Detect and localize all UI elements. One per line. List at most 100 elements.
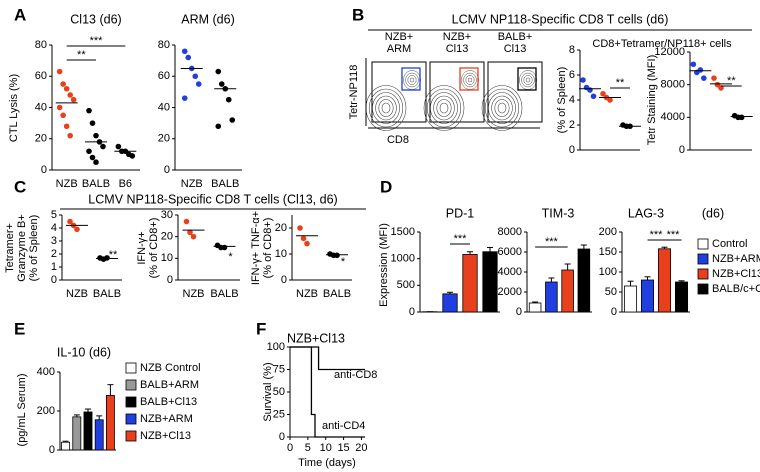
legend-label: NZB+Cl13	[140, 430, 191, 442]
contour	[378, 99, 394, 117]
x-tick-label: BALB	[210, 288, 238, 300]
y-tick-label: 3	[51, 235, 57, 247]
y-tick-label: 20	[161, 231, 173, 243]
data-point	[580, 77, 586, 83]
data-point	[181, 48, 188, 55]
data-point	[89, 120, 96, 126]
contour	[423, 85, 465, 131]
legend-swatch	[697, 238, 709, 250]
panel-letter: A	[14, 5, 26, 24]
y-tick-label: 10	[275, 248, 287, 260]
bar	[94, 419, 104, 451]
legend-swatch	[697, 283, 709, 295]
x-axis-label: Time (days)	[298, 457, 356, 469]
data-point	[607, 97, 613, 103]
legend-label: BALB+ARM	[140, 379, 199, 391]
bar	[105, 394, 115, 451]
significance: **	[109, 249, 118, 261]
contour	[491, 95, 513, 121]
y-tick-label: 200	[37, 405, 55, 417]
x-tick-label: NZB	[66, 288, 88, 300]
data-point	[183, 218, 190, 225]
contour	[381, 102, 391, 114]
gate	[517, 67, 537, 91]
y-tick-label: 50	[273, 386, 285, 398]
y-tick-label: 0	[164, 164, 170, 176]
significance: ***	[650, 229, 664, 241]
flow-label: Cl13	[446, 43, 469, 55]
bar	[72, 416, 82, 451]
y-tick-label: 200	[599, 226, 617, 238]
contour	[523, 75, 533, 85]
panel-letter: C	[14, 177, 26, 196]
chart-title: IL-10 (d6)	[57, 345, 111, 359]
contour	[375, 95, 397, 121]
significance: ***	[454, 233, 468, 245]
data-point	[104, 255, 110, 261]
data-point	[701, 75, 707, 81]
legend-label: Control	[712, 238, 747, 250]
y-axis-label: IFN-γ+	[136, 231, 148, 264]
x-tick-label: BALB	[93, 288, 121, 300]
data-point	[714, 81, 721, 88]
survival-line	[290, 346, 365, 371]
gate	[401, 67, 421, 91]
data-point	[67, 92, 73, 98]
data-point	[60, 112, 66, 119]
data-point	[590, 93, 597, 100]
data-point	[334, 252, 340, 259]
y-tick-label: 40	[35, 101, 47, 113]
survival-line	[290, 346, 365, 438]
data-point	[229, 117, 236, 123]
significance: ***	[90, 35, 104, 47]
significance: ***	[545, 236, 559, 248]
y-tick-label: 500	[397, 279, 415, 291]
contour	[433, 95, 455, 121]
significance: *	[228, 251, 233, 263]
data-point	[738, 114, 745, 121]
contour	[426, 88, 462, 128]
significance: **	[77, 49, 86, 61]
bar	[462, 253, 478, 313]
y-axis-label: IFN-γ+ TNF-α+	[250, 211, 262, 285]
contour	[525, 77, 531, 83]
y-tick-label: 1500	[391, 226, 415, 238]
chart-title: TIM-3	[542, 206, 575, 220]
data-point	[192, 73, 199, 80]
data-point	[93, 159, 99, 165]
x-tick-label: 0	[287, 442, 293, 454]
contour	[372, 92, 400, 124]
series-label: anti-CD4	[322, 420, 365, 432]
y-axis-label: Survival (%)	[262, 362, 274, 421]
y-axis-label: Tetr Staining (MFI)	[646, 55, 658, 145]
y-tick-label: 2000	[498, 286, 522, 298]
contour	[405, 72, 419, 88]
heading: LCMV NP118-Specific CD8 T cells (Cl13, d…	[88, 192, 337, 206]
x-tick-label: NZB	[56, 178, 78, 190]
legend-swatch	[125, 362, 137, 374]
bar	[442, 293, 458, 313]
y-tick-label: 0	[51, 274, 57, 286]
data-point	[56, 104, 63, 111]
y-tick-label: 1000	[391, 253, 415, 265]
data-point	[63, 85, 70, 92]
y-axis-label: Expression (MFI)	[378, 223, 390, 307]
chart-title: Cl13 (d6)	[70, 12, 121, 26]
y-tick-label: 4000	[661, 111, 685, 123]
data-point	[304, 240, 310, 247]
y-tick-label: 4000	[498, 266, 522, 278]
data-point	[300, 235, 307, 242]
legend-swatch	[697, 253, 709, 265]
data-point	[115, 143, 122, 150]
data-point	[711, 75, 717, 81]
panel-letter: B	[352, 5, 364, 24]
legend-label: NZB+ARM	[140, 413, 193, 425]
y-axis-label: Granzyme B+	[16, 214, 28, 282]
contour	[436, 99, 452, 117]
flow-label: NZB+	[385, 31, 413, 43]
flow-plot	[481, 61, 543, 131]
y-tick-label: 2	[569, 119, 575, 131]
contour	[497, 102, 507, 114]
data-point	[215, 68, 222, 75]
data-point	[63, 123, 70, 130]
